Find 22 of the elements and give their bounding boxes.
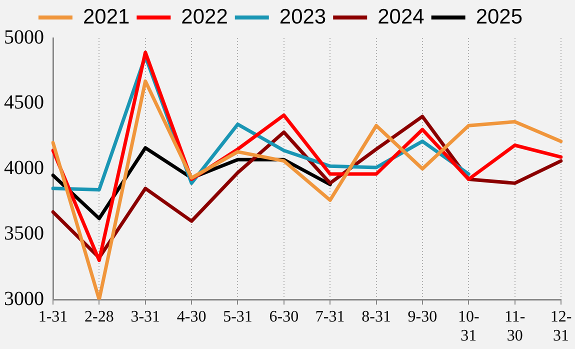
y-tick-label: 4000 [4,157,44,180]
x-tick-label: 6-30 [269,308,299,326]
x-tick-label: 10-31 [458,308,480,345]
x-tick-label: 7-31 [315,308,345,326]
x-tick-label: 1-31 [38,308,68,326]
y-tick-label: 5000 [4,26,44,48]
legend-label: 2025 [476,5,523,28]
x-tick-label: 3-31 [130,308,160,326]
legend-label: 2023 [279,5,326,28]
x-tick-label: 2-28 [84,308,114,326]
x-tick-label: 4-30 [176,308,206,326]
legend-label: 2021 [82,5,130,28]
y-tick-label: 3000 [4,288,44,310]
x-tick-label: 9-30 [408,308,438,326]
x-tick-label: 12-31 [550,308,572,345]
y-tick-label: 3500 [4,222,44,244]
legend-label: 2024 [378,5,425,28]
x-tick-label: 5-31 [223,308,252,326]
x-tick-label: 11-30 [504,308,526,345]
legend-label: 2022 [181,5,228,28]
x-tick-label: 8-31 [362,308,391,326]
y-tick-label: 4500 [4,92,44,114]
